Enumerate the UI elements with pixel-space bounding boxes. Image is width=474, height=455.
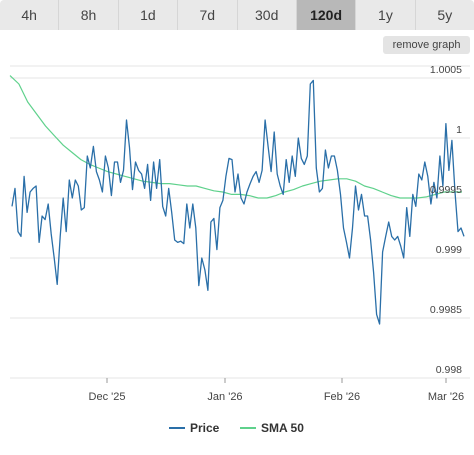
tab-4h[interactable]: 4h: [0, 0, 60, 30]
x-tick-label: Jan '26: [207, 391, 242, 403]
range-tabs: 4h 8h 1d 7d 30d 120d 1y 5y: [0, 0, 474, 30]
tab-8h[interactable]: 8h: [59, 0, 119, 30]
x-tick-label: Dec '25: [89, 391, 126, 403]
x-tick-label: Feb '26: [324, 391, 360, 403]
y-tick-label: 0.999: [436, 244, 462, 256]
y-tick-label: 0.998: [436, 364, 462, 376]
tab-1y[interactable]: 1y: [356, 0, 416, 30]
sma-series-line: [9, 75, 462, 199]
y-tick-label: 1: [456, 124, 462, 136]
y-tick-label: 0.9985: [430, 304, 462, 316]
chart-axes: 0.998 0.9985 0.999 0.9995 1 1.0005 Dec '25 Jan …: [89, 64, 465, 403]
remove-graph-button[interactable]: remove graph: [383, 36, 470, 54]
chart-series: [9, 75, 465, 325]
tab-5y[interactable]: 5y: [415, 0, 474, 30]
tab-120d[interactable]: 120d: [296, 0, 357, 30]
chart-grid: [10, 65, 470, 379]
chart-legend: Price SMA 50: [169, 421, 304, 435]
tab-1d[interactable]: 1d: [118, 0, 179, 30]
x-tick-label: Mar '26: [428, 391, 464, 403]
legend-price-label[interactable]: Price: [190, 421, 220, 435]
y-tick-label: 1.0005: [430, 64, 462, 76]
legend-sma-label[interactable]: SMA 50: [261, 421, 304, 435]
price-series-line: [11, 79, 465, 325]
tab-30d[interactable]: 30d: [237, 0, 297, 30]
y-tick-label: 0.9995: [430, 184, 462, 196]
tab-7d[interactable]: 7d: [178, 0, 238, 30]
